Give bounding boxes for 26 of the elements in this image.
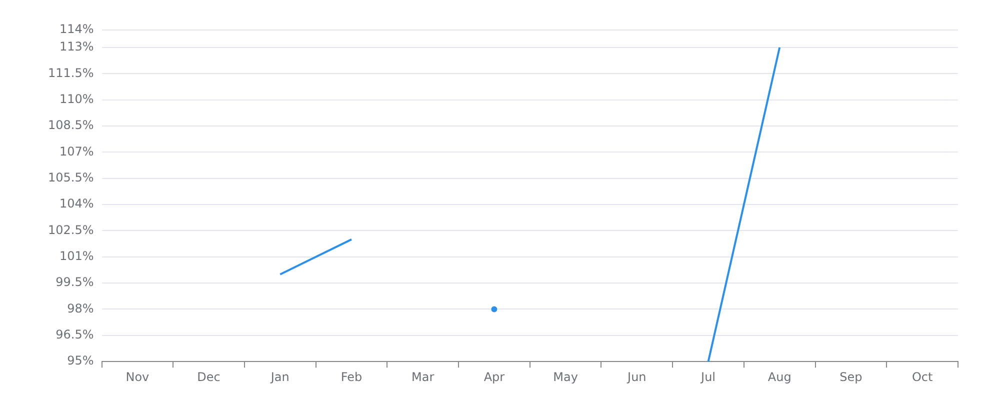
y-tick-label: 107% xyxy=(59,144,94,158)
y-tick-label: 111.5% xyxy=(48,66,94,80)
y-tick-label: 98% xyxy=(67,301,94,316)
x-tick-label: Jun xyxy=(626,370,646,384)
x-tick-label: Sep xyxy=(840,370,862,384)
y-tick-label: 101% xyxy=(59,249,94,264)
y-tick-label: 96.5% xyxy=(56,328,94,342)
y-tick-label: 99.5% xyxy=(56,275,94,290)
y-tick-label: 113% xyxy=(59,40,94,54)
x-tick-label: Feb xyxy=(340,370,362,384)
y-tick-label: 105.5% xyxy=(48,170,94,184)
y-tick-label: 102.5% xyxy=(48,222,94,237)
y-tick-label: 110% xyxy=(59,92,94,106)
x-tick-label: Apr xyxy=(484,370,505,384)
y-tick-label: 114% xyxy=(59,22,94,36)
x-tick-label: Mar xyxy=(412,370,434,384)
y-tick-label: 104% xyxy=(59,196,94,211)
x-tick-label: May xyxy=(553,370,578,384)
x-tick-label: Dec xyxy=(197,370,220,384)
x-tick-label: Aug xyxy=(768,370,792,384)
x-tick-label: Jul xyxy=(700,370,716,384)
x-tick-label: Oct xyxy=(912,370,933,384)
y-tick-label: 108.5% xyxy=(48,118,94,132)
y-tick-label: 95% xyxy=(67,354,94,368)
x-tick-label: Nov xyxy=(126,370,150,384)
x-tick-label: Jan xyxy=(270,370,290,384)
